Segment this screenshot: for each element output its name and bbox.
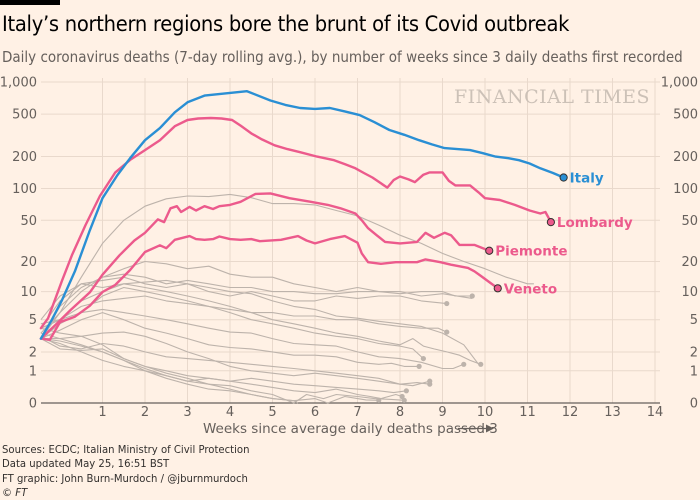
watermark: FINANCIAL TIMES xyxy=(454,86,650,108)
x-tick-label: 2 xyxy=(141,405,149,420)
region-end-dot xyxy=(427,378,433,384)
x-tick-label: 13 xyxy=(604,405,621,420)
y-tick-label-right: 10 xyxy=(681,285,698,300)
italy-label: Italy xyxy=(570,171,604,187)
y-tick-label-left: 100 xyxy=(12,182,37,197)
x-tick-label: 4 xyxy=(226,405,234,420)
region-line-other xyxy=(40,327,405,404)
region-end-dot xyxy=(376,397,382,403)
y-tick-label-right: 20 xyxy=(681,255,698,270)
x-tick-label: 10 xyxy=(477,405,494,420)
lombardy-label: Lombardy xyxy=(557,215,633,231)
y-tick-label-left: 0 xyxy=(29,397,37,412)
region-end-dot xyxy=(444,329,450,335)
y-axis-right: 0 1 2 5 10 20 50 100 200 500 1,000 xyxy=(661,75,698,411)
region-end-dot xyxy=(444,300,450,307)
y-tick-label-right: 200 xyxy=(673,150,698,165)
y-tick-label-left: 20 xyxy=(20,255,37,270)
region-line-other xyxy=(40,295,424,360)
piemonte-end-dot xyxy=(485,246,494,255)
region-line-other xyxy=(40,260,473,334)
x-axis-arrow-icon xyxy=(458,424,494,433)
region-end-dot xyxy=(420,355,426,362)
region-line-other xyxy=(40,312,420,367)
piemonte-label: Piemonte xyxy=(495,244,567,260)
x-tick-label: 9 xyxy=(438,405,446,420)
y-tick-label-right: 50 xyxy=(681,214,698,229)
ft-brand-bar xyxy=(0,0,60,5)
region-end-dot xyxy=(469,293,475,299)
y-tick-label-left: 1,000 xyxy=(0,75,37,90)
region-end-dot xyxy=(403,388,409,394)
y-axis-left: 0 1 2 5 10 20 50 100 200 500 1,000 xyxy=(0,75,37,411)
y-tick-label-right: 0 xyxy=(690,397,698,412)
copyright-note: © FT xyxy=(2,486,28,499)
italy-line xyxy=(39,90,565,340)
footer: Sources: ECDC; Italian Ministry of Civil… xyxy=(2,443,260,500)
region-line-other xyxy=(40,286,481,365)
region-line-other xyxy=(40,276,447,329)
y-tick-label-left: 200 xyxy=(12,150,37,165)
x-tick-label: 12 xyxy=(562,405,579,420)
region-end-dot xyxy=(461,361,467,367)
x-tick-label: 14 xyxy=(647,405,664,420)
region-line-other xyxy=(40,335,430,387)
region-end-dot xyxy=(478,361,484,367)
x-tick-label: 3 xyxy=(183,405,191,420)
y-tick-label-right: 100 xyxy=(673,182,698,197)
updated-note: Data updated May 25, 16:51 BST xyxy=(2,458,170,471)
region-line-other xyxy=(40,273,473,339)
x-tick-label: 6 xyxy=(311,405,319,420)
region-line-other xyxy=(40,279,480,365)
region-line-other xyxy=(40,338,299,404)
y-tick-label-right: 500 xyxy=(673,108,698,123)
region-end-dot xyxy=(416,363,422,369)
region-end-dot xyxy=(401,397,407,403)
chart-subtitle: Daily coronavirus deaths (7-day rolling … xyxy=(2,48,683,66)
veneto-end-dot xyxy=(493,284,502,293)
x-tick-label: 7 xyxy=(353,405,361,420)
veneto-line xyxy=(39,234,499,341)
y-tick-label-right: 2 xyxy=(690,345,698,360)
veneto-label: Veneto xyxy=(504,281,557,297)
highlighted-lines: Veneto Piemonte Lombardy Italy xyxy=(39,90,633,341)
y-tick-label-left: 50 xyxy=(20,214,37,229)
y-tick-label-left: 2 xyxy=(29,345,37,360)
x-axis: 1 2 3 4 5 6 7 8 9 10 11 12 13 14 xyxy=(98,405,663,420)
credit-note: FT graphic: John Burn-Murdoch / @jburnmu… xyxy=(2,472,248,485)
chart-title: Italy’s northern regions bore the brunt … xyxy=(2,12,570,36)
y-tick-label-left: 1 xyxy=(29,364,37,379)
x-tick-label: 11 xyxy=(519,405,536,420)
piemonte-line xyxy=(39,192,491,340)
x-axis-title: Weeks since average daily deaths passed … xyxy=(203,421,498,437)
lombardy-end-dot xyxy=(546,218,555,227)
x-tick-label: 1 xyxy=(98,405,106,420)
region-end-dot xyxy=(399,393,405,400)
y-tick-label-right: 1 xyxy=(690,364,698,379)
y-tick-label-left: 500 xyxy=(12,108,37,123)
italy-end-dot xyxy=(559,173,568,182)
sources-note: Sources: ECDC; Italian Ministry of Civil… xyxy=(2,444,250,456)
y-tick-label-right: 5 xyxy=(690,313,698,328)
other-region-lines xyxy=(40,193,534,404)
region-line-other xyxy=(40,331,430,385)
region-line-other xyxy=(40,193,534,339)
region-line-other xyxy=(40,308,465,370)
y-tick-label-left: 10 xyxy=(20,285,37,300)
region-line-other xyxy=(40,338,379,404)
y-tick-label-right: 1,000 xyxy=(661,75,698,90)
y-tick-label-left: 5 xyxy=(29,313,37,328)
x-tick-label: 8 xyxy=(396,405,404,420)
x-tick-label: 5 xyxy=(268,405,276,420)
